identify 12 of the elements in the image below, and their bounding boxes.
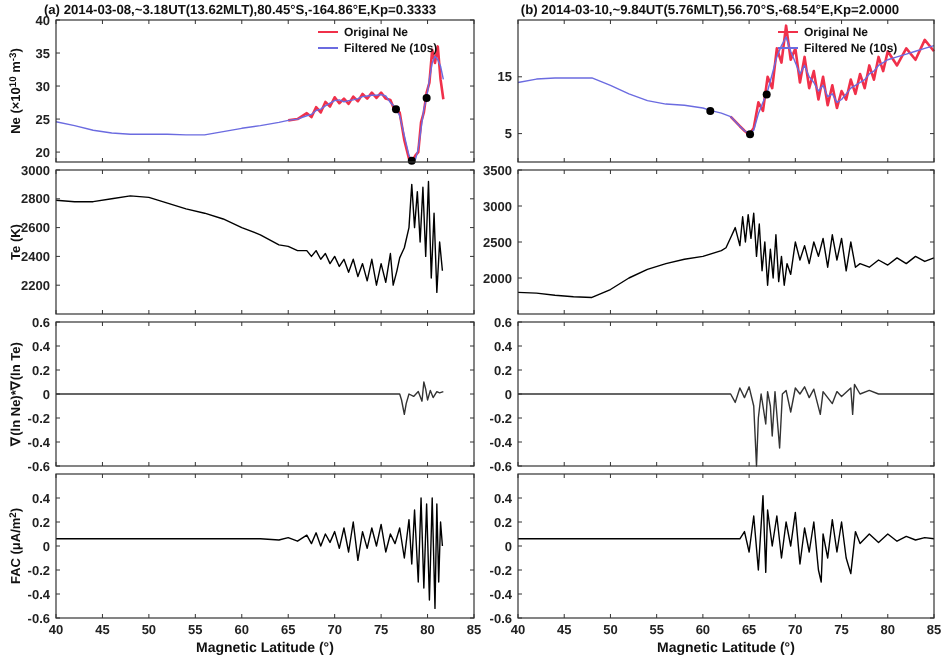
- point: [762, 90, 771, 99]
- point: [706, 106, 715, 115]
- line-series: [286, 45, 445, 163]
- line-series: [517, 494, 935, 583]
- line-series: [55, 497, 444, 610]
- line-series: [517, 212, 935, 299]
- line-series: [55, 55, 445, 162]
- point: [746, 130, 755, 139]
- line-series: [55, 180, 444, 294]
- line-series: [729, 24, 936, 137]
- point: [391, 105, 400, 114]
- point: [422, 93, 431, 102]
